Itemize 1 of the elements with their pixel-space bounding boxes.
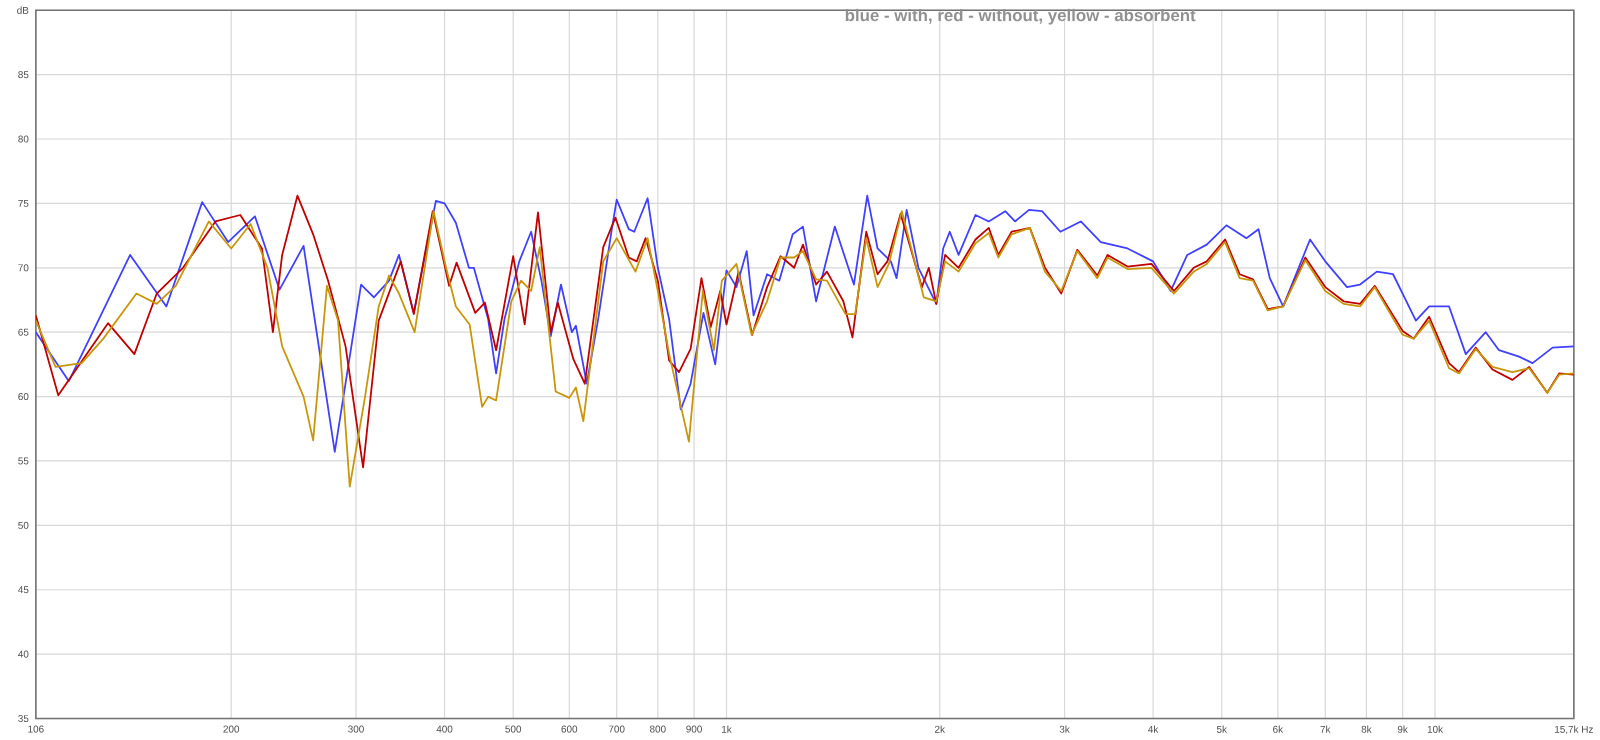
chart-title: blue - with, red - without, yellow - absorbent xyxy=(845,8,1196,25)
